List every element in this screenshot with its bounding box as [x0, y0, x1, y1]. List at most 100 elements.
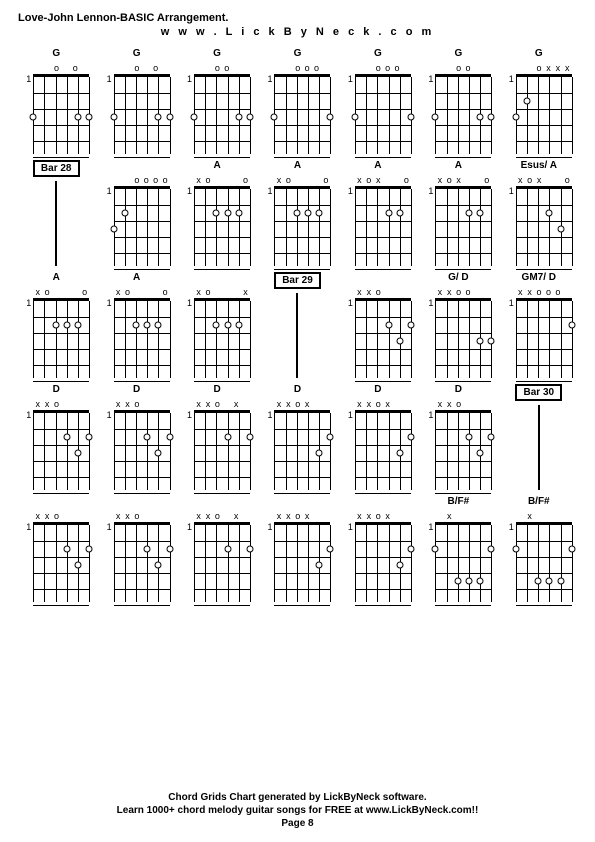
- empty-mark: [544, 176, 553, 186]
- empty-mark: [222, 512, 231, 522]
- empty-mark: [473, 176, 482, 186]
- fret-line: [114, 333, 170, 334]
- string-line: [377, 301, 378, 378]
- empty-mark: [473, 400, 482, 410]
- fret-grid: [435, 186, 491, 266]
- string-line: [44, 301, 45, 378]
- empty-mark: [222, 288, 231, 298]
- fretboard: xxox: [194, 400, 250, 490]
- string-line: [114, 413, 115, 490]
- nut-markers: xxoo: [435, 288, 491, 298]
- string-line: [458, 525, 459, 602]
- empty-mark: [435, 64, 444, 74]
- fret-line: [114, 461, 170, 462]
- string-line: [480, 525, 481, 602]
- chord-diagram: 1xxo: [18, 496, 94, 602]
- nut-markers: xxo: [33, 400, 89, 410]
- open-mark: o: [402, 176, 411, 186]
- empty-mark: [241, 400, 250, 410]
- fret-grid: [435, 298, 491, 378]
- string-line: [538, 189, 539, 266]
- string-line: [308, 413, 309, 490]
- open-mark: o: [213, 512, 222, 522]
- chord-grid: G1ooG1ooG1ooG1oooG1oooG1ooG1oxxxBar 281o…: [18, 48, 577, 602]
- finger-dot: [327, 546, 334, 553]
- string-line: [400, 189, 401, 266]
- string-line: [366, 413, 367, 490]
- empty-mark: [473, 512, 482, 522]
- string-line: [538, 525, 539, 602]
- finger-dot: [144, 434, 151, 441]
- string-line: [549, 189, 550, 266]
- fret-line: [355, 445, 411, 446]
- bar-marker: Bar 28: [18, 160, 94, 266]
- mute-mark: x: [303, 512, 312, 522]
- chord-diagram: GM7/ D1xxooo: [501, 272, 577, 378]
- string-line: [250, 301, 251, 378]
- fret-line: [114, 221, 170, 222]
- string-line: [480, 189, 481, 266]
- empty-mark: [142, 64, 151, 74]
- chord-diagram: G1ooo: [259, 48, 335, 154]
- mute-mark: x: [435, 288, 444, 298]
- fret-line: [194, 557, 250, 558]
- empty-mark: [222, 400, 231, 410]
- string-line: [136, 301, 137, 378]
- mute-mark: x: [114, 288, 123, 298]
- empty-mark: [364, 64, 373, 74]
- finger-dot: [396, 450, 403, 457]
- empty-mark: [123, 64, 132, 74]
- fret-line: [516, 141, 572, 142]
- open-mark: o: [80, 288, 89, 298]
- fretboard: xoo: [114, 288, 170, 378]
- fret-line: [355, 493, 411, 494]
- chord-name: B/F#: [528, 496, 550, 510]
- fret-line: [114, 605, 170, 606]
- empty-mark: [516, 64, 525, 74]
- finger-dot: [30, 114, 37, 121]
- fret-line: [194, 317, 250, 318]
- empty-mark: [482, 400, 491, 410]
- fret-line: [33, 461, 89, 462]
- fret-line: [274, 237, 330, 238]
- string-line: [411, 525, 412, 602]
- string-line: [330, 413, 331, 490]
- empty-mark: [553, 176, 562, 186]
- open-mark: o: [71, 64, 80, 74]
- fret-number: 1: [104, 298, 112, 308]
- empty-mark: [123, 176, 132, 186]
- footer-line2: Learn 1000+ chord melody guitar songs fo…: [0, 804, 595, 817]
- string-line: [250, 189, 251, 266]
- fretboard: xxox: [355, 400, 411, 490]
- string-line: [389, 189, 390, 266]
- fret-line: [435, 461, 491, 462]
- fret-number: 1: [264, 74, 272, 84]
- fret-line: [516, 157, 572, 158]
- fret-line: [274, 269, 330, 270]
- open-mark: o: [203, 288, 212, 298]
- chord-diagram: A1xoo: [259, 160, 335, 266]
- fret-line: [274, 157, 330, 158]
- mute-mark: x: [123, 512, 132, 522]
- string-line: [250, 413, 251, 490]
- fret-line: [33, 573, 89, 574]
- mute-mark: x: [33, 512, 42, 522]
- fret-line: [194, 477, 250, 478]
- fretboard: xoo: [194, 176, 250, 266]
- finger-dot: [454, 578, 461, 585]
- mute-mark: x: [274, 400, 283, 410]
- finger-dot: [63, 322, 70, 329]
- fret-line: [114, 349, 170, 350]
- finger-dot: [327, 434, 334, 441]
- fret-line: [114, 573, 170, 574]
- fret-line: [516, 317, 572, 318]
- finger-dot: [155, 322, 162, 329]
- empty-mark: [194, 64, 203, 74]
- fretboard: xxox: [355, 512, 411, 602]
- footer-line1: Chord Grids Chart generated by LickByNec…: [0, 791, 595, 804]
- finger-dot: [316, 450, 323, 457]
- finger-dot: [512, 114, 519, 121]
- nut-markers: xoxo: [435, 176, 491, 186]
- nut-markers: xoo: [194, 176, 250, 186]
- fretboard: xxo: [435, 400, 491, 490]
